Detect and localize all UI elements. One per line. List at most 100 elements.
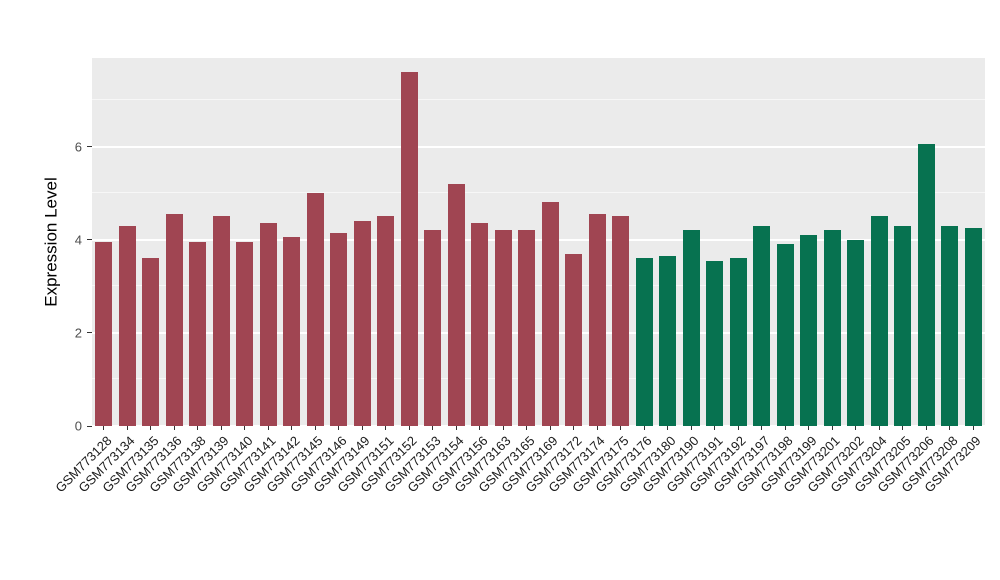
- bar-slot: [351, 58, 375, 426]
- x-axis: GSM773128 GSM773134 GSM773135 GSM773136 GSM7…: [52, 426, 985, 576]
- bar-slot: [562, 58, 586, 426]
- bar-GSM773175: [612, 216, 630, 426]
- bar-slot: [163, 58, 187, 426]
- y-tick-mark: [87, 425, 92, 427]
- y-tick-mark: [87, 146, 92, 148]
- x-tick-mark: [197, 426, 199, 430]
- x-tick-mark: [714, 426, 716, 430]
- bar-GSM773174: [588, 214, 606, 426]
- bar-slot: [703, 58, 727, 426]
- bar-slot: [280, 58, 304, 426]
- gridline-minor: [92, 192, 985, 194]
- bar-GSM773134: [118, 225, 136, 426]
- gridline-minor: [92, 98, 985, 100]
- gridline-major: [92, 238, 985, 241]
- y-tick-mark: [87, 239, 92, 241]
- bar-slot: [962, 58, 986, 426]
- bar-slot: [797, 58, 821, 426]
- bar-slot: [139, 58, 163, 426]
- bar-slot: [938, 58, 962, 426]
- x-tick-mark: [126, 426, 128, 430]
- x-tick-mark: [502, 426, 504, 430]
- x-tick-mark: [314, 426, 316, 430]
- bar-slot: [210, 58, 234, 426]
- bar-slot: [750, 58, 774, 426]
- bar-slot: [539, 58, 563, 426]
- bar-GSM773140: [236, 242, 254, 426]
- bar-slot: [774, 58, 798, 426]
- bar-GSM773128: [95, 242, 113, 426]
- x-tick-mark: [220, 426, 222, 430]
- bar-GSM773152: [400, 71, 418, 426]
- bar-GSM773205: [894, 225, 912, 426]
- bar-slot: [680, 58, 704, 426]
- bar-slot: [492, 58, 516, 426]
- bar-GSM773201: [823, 230, 841, 426]
- x-tick-mark: [690, 426, 692, 430]
- bars-container: [92, 58, 985, 426]
- bar-slot: [445, 58, 469, 426]
- x-tick-mark: [173, 426, 175, 430]
- bar-slot: [821, 58, 845, 426]
- bar-GSM773149: [353, 221, 371, 426]
- bar-slot: [304, 58, 328, 426]
- x-tick-mark: [761, 426, 763, 430]
- gridline-major: [92, 331, 985, 334]
- bar-GSM773156: [471, 223, 489, 426]
- x-tick-mark: [855, 426, 857, 430]
- bar-GSM773141: [259, 223, 277, 426]
- x-tick-mark: [620, 426, 622, 430]
- bar-GSM773136: [165, 214, 183, 426]
- bar-GSM773208: [941, 225, 959, 426]
- bar-GSM773202: [847, 239, 865, 426]
- bar-slot: [868, 58, 892, 426]
- bar-GSM773197: [753, 225, 771, 426]
- bar-GSM773204: [870, 216, 888, 426]
- bar-slot: [92, 58, 116, 426]
- y-tick-label: 4: [74, 232, 82, 248]
- bar-slot: [421, 58, 445, 426]
- bar-GSM773198: [776, 244, 794, 426]
- bar-GSM773190: [682, 230, 700, 426]
- bar-slot: [844, 58, 868, 426]
- bar-slot: [727, 58, 751, 426]
- bar-slot: [116, 58, 140, 426]
- x-tick-mark: [361, 426, 363, 430]
- x-tick-mark: [385, 426, 387, 430]
- bar-GSM773151: [377, 216, 395, 426]
- bar-GSM773153: [424, 230, 442, 426]
- bar-GSM773172: [565, 253, 583, 426]
- x-tick-mark: [808, 426, 810, 430]
- x-tick-mark: [737, 426, 739, 430]
- bar-slot: [891, 58, 915, 426]
- bar-GSM773209: [964, 228, 982, 426]
- plot-panel: [92, 58, 985, 427]
- bar-GSM773180: [659, 255, 677, 426]
- bar-GSM773154: [447, 183, 465, 426]
- bar-slot: [633, 58, 657, 426]
- x-tick-mark: [103, 426, 105, 430]
- x-tick-mark: [878, 426, 880, 430]
- bar-GSM773146: [330, 232, 348, 426]
- bar-slot: [915, 58, 939, 426]
- gridline-major: [92, 145, 985, 148]
- bar-slot: [515, 58, 539, 426]
- bar-GSM773176: [635, 258, 653, 426]
- x-tick-mark: [455, 426, 457, 430]
- bar-slot: [233, 58, 257, 426]
- bar-GSM773165: [518, 230, 536, 426]
- y-tick-label: 6: [74, 139, 82, 155]
- x-tick-mark: [972, 426, 974, 430]
- bar-GSM773135: [142, 258, 160, 426]
- bar-slot: [327, 58, 351, 426]
- bar-GSM773206: [917, 144, 935, 426]
- x-tick-mark: [549, 426, 551, 430]
- x-tick-mark: [338, 426, 340, 430]
- bar-GSM773191: [706, 260, 724, 426]
- bar-slot: [398, 58, 422, 426]
- x-tick-mark: [949, 426, 951, 430]
- x-tick-mark: [925, 426, 927, 430]
- x-tick-mark: [291, 426, 293, 430]
- y-axis: 0 2 4 6: [40, 58, 84, 433]
